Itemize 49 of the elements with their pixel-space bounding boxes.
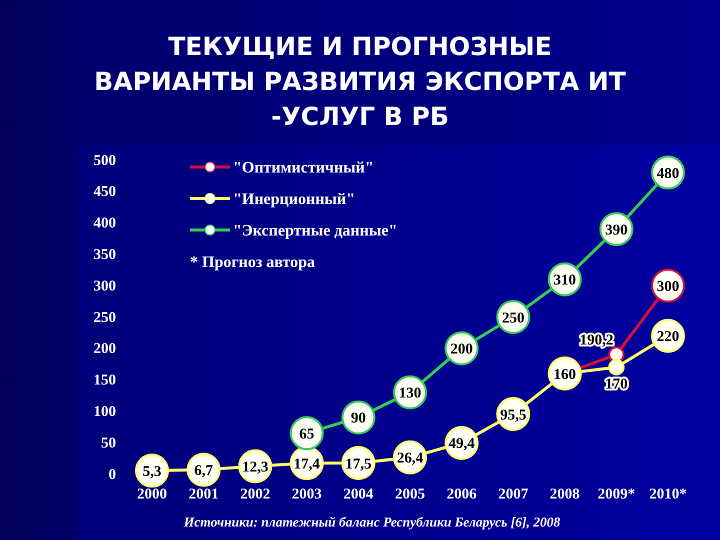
data-label: 170 <box>605 376 628 393</box>
data-label: 130 <box>398 386 422 402</box>
data-label: 480 <box>656 166 680 182</box>
y-tick-label: 50 <box>101 435 116 452</box>
x-tick-label: 2002 <box>240 486 270 503</box>
legend-label: "Инерционный" <box>233 191 356 208</box>
x-tick-label: 2007 <box>498 486 529 503</box>
x-tick-label: 2005 <box>395 486 425 503</box>
data-label: 95,5 <box>500 407 526 424</box>
data-label: 300 <box>656 278 680 295</box>
x-tick-label: 2006 <box>446 486 478 503</box>
x-tick-label: 2009* <box>598 486 636 503</box>
legend-label: "Оптимистичный" <box>233 160 374 177</box>
data-label: 220 <box>656 329 680 346</box>
data-label: 90 <box>350 410 366 427</box>
y-tick-label: 300 <box>94 278 116 294</box>
x-tick-label: 2008 <box>550 486 580 503</box>
data-label: 5,3 <box>142 464 162 480</box>
data-label: 17,5 <box>345 456 372 472</box>
legend-label: "Экспертные данные" <box>233 222 398 240</box>
text: Источники: платежный баланс Республики Беларусь [6], 2008 <box>182 514 560 530</box>
chart-title: ТЕКУЩИЕ И ПРОГНОЗНЫЕ ВАРИАНТЫ РАЗВИТИЯ ЭКСПОРТА ИТ -УСЛУГ В РБ <box>94 32 626 131</box>
data-label: 49,4 <box>448 436 476 452</box>
data-label: 12,3 <box>242 460 268 476</box>
y-tick-label: 150 <box>94 372 116 389</box>
data-label: 17,4 <box>294 456 320 472</box>
y-tick-label: 400 <box>94 216 116 232</box>
data-label: 250 <box>502 310 524 326</box>
x-tick-label: 2010* <box>649 486 687 503</box>
data-label: 390 <box>605 222 628 238</box>
y-tick-label: 350 <box>94 247 116 263</box>
data-label: 310 <box>554 272 576 289</box>
data-label: 160 <box>554 366 576 383</box>
y-tick-label: 250 <box>94 310 116 326</box>
data-label: 65 <box>299 426 314 442</box>
data-label: 190,2 <box>580 332 614 349</box>
annotation: * Прогноз автора <box>190 254 316 272</box>
y-tick-label: 100 <box>94 404 116 420</box>
data-label: 6,7 <box>194 463 214 480</box>
y-tick-label: 200 <box>94 341 116 358</box>
x-tick-label: 2004 <box>343 486 374 503</box>
y-tick-label: 500 <box>94 152 116 169</box>
x-tick-label: 2001 <box>188 486 219 503</box>
data-label: 26,4 <box>396 450 424 467</box>
data-label: 200 <box>450 342 473 358</box>
x-tick-label: 2003 <box>292 486 322 503</box>
y-tick-label: 450 <box>94 184 116 200</box>
x-tick-label: 2000 <box>137 486 167 503</box>
y-tick-label: 0 <box>108 466 116 483</box>
